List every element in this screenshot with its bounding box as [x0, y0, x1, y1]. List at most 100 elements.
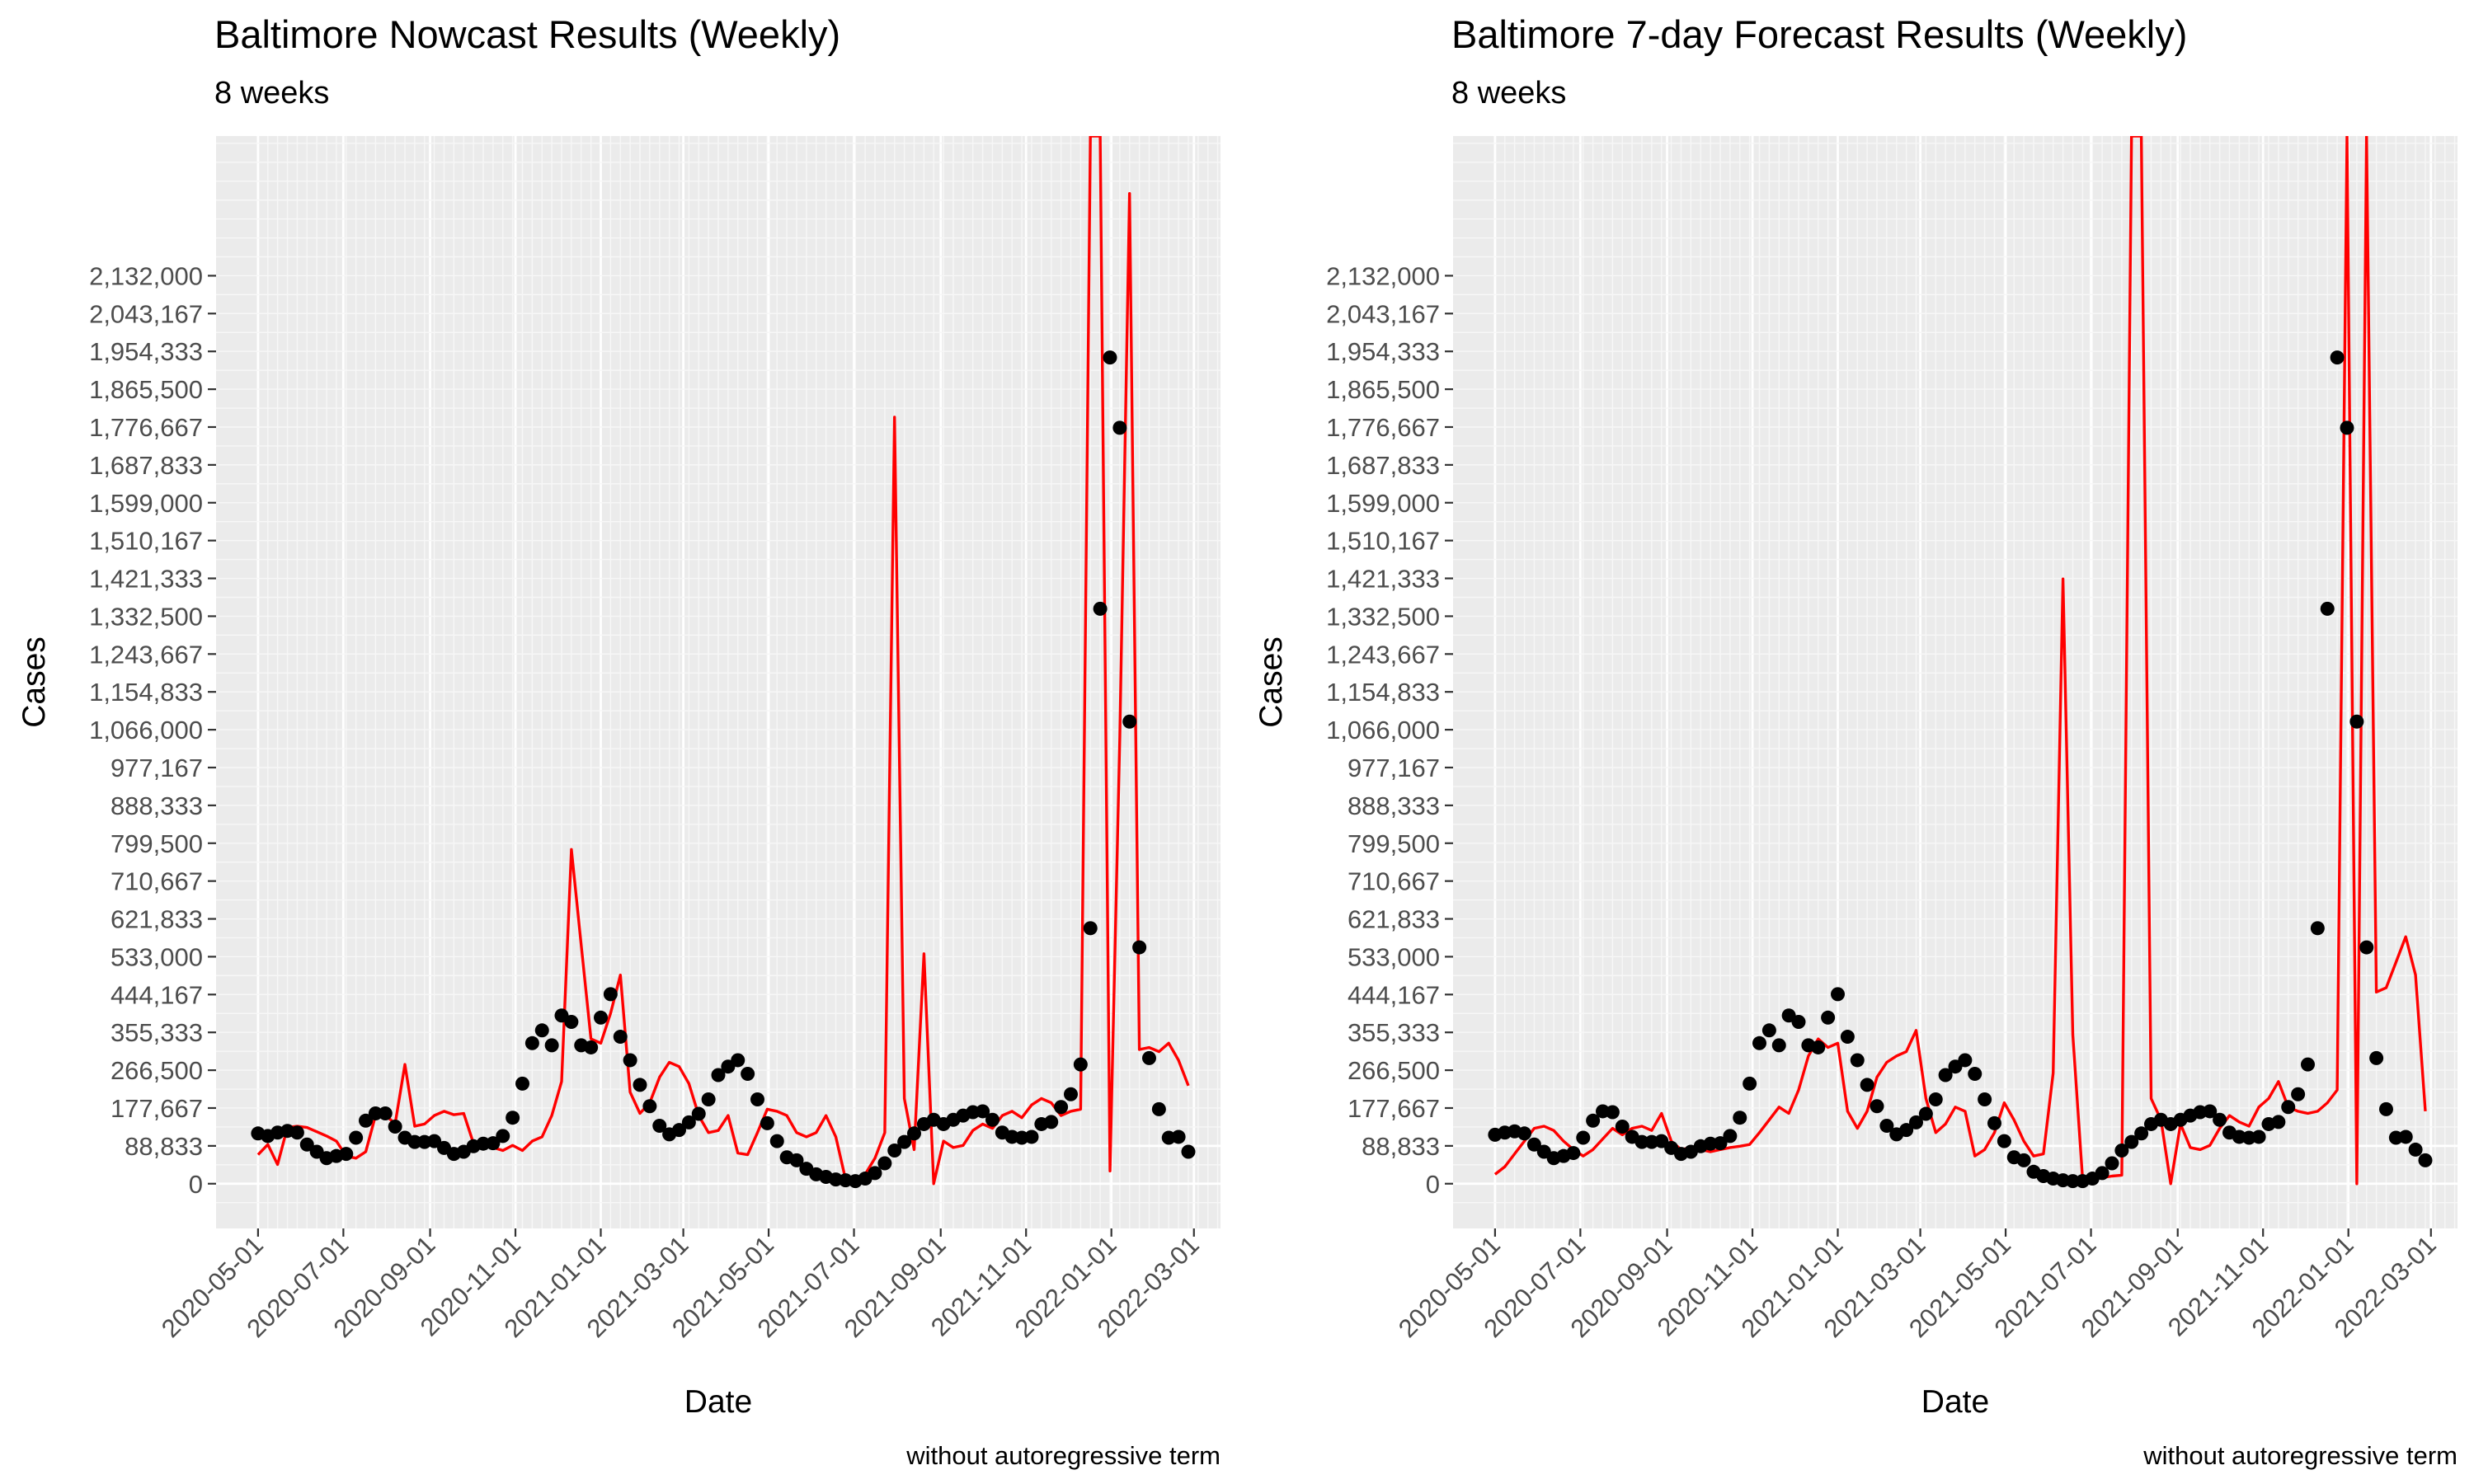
data-point [1870, 1099, 1884, 1114]
data-point [1112, 420, 1127, 435]
y-axis: 0 88,833 177,667 266,500 355,333 444,167 533,0… [89, 261, 216, 1199]
data-point [1044, 1115, 1059, 1129]
data-point [506, 1111, 520, 1125]
y-tick-label: 2,132,000 [89, 261, 203, 290]
y-tick-label: 1,066,000 [89, 716, 203, 744]
y-tick-label: 444,167 [1348, 980, 1440, 1009]
y-tick-label: 1,066,000 [1326, 716, 1440, 744]
data-point [691, 1106, 706, 1121]
data-point [1840, 1030, 1855, 1045]
data-point [2124, 1134, 2139, 1149]
y-tick-label: 1,510,167 [1326, 527, 1440, 556]
data-point [2320, 601, 2335, 616]
data-point [976, 1104, 990, 1119]
data-point [534, 1023, 549, 1038]
data-point [378, 1106, 393, 1121]
y-tick-label: 1,243,667 [1326, 640, 1440, 669]
y-tick-label: 1,154,833 [89, 678, 203, 707]
forecast-panel: 0 88,833 177,667 266,500 355,333 444,167 533,0… [1237, 0, 2474, 1484]
data-point [299, 1137, 314, 1152]
data-point [642, 1099, 657, 1114]
data-point [2114, 1143, 2129, 1158]
y-tick-label: 977,167 [1348, 754, 1440, 782]
data-point [887, 1143, 902, 1158]
data-layer [251, 136, 1196, 1189]
data-point [1987, 1115, 2001, 1130]
y-tick-label: 1,332,500 [1326, 602, 1440, 631]
data-point [2251, 1129, 2266, 1144]
data-point [877, 1156, 892, 1171]
data-point [388, 1120, 402, 1134]
data-point [2418, 1153, 2433, 1167]
data-point [1821, 1010, 1836, 1025]
y-tick-label: 533,000 [111, 942, 203, 971]
chart-subtitle: 8 weeks [214, 76, 330, 110]
y-tick-label: 1,865,500 [1326, 375, 1440, 404]
data-point [1958, 1053, 1973, 1068]
y-tick-label: 2,132,000 [1326, 261, 1440, 290]
y-tick-label: 1,332,500 [89, 602, 203, 631]
y-tick-label: 2,043,167 [89, 299, 203, 328]
data-point [1054, 1100, 1069, 1115]
data-point [1723, 1129, 1738, 1144]
y-tick-label: 1,776,667 [89, 413, 203, 442]
y-tick-label: 799,500 [1348, 829, 1440, 858]
data-point [681, 1115, 696, 1129]
data-point [1132, 940, 1147, 955]
y-tick-label: 799,500 [111, 829, 203, 858]
data-point [769, 1134, 784, 1148]
data-point [1517, 1126, 1532, 1141]
y-tick-label: 1,243,667 [89, 640, 203, 669]
x-axis-title: Date [684, 1384, 752, 1420]
data-point [289, 1125, 304, 1140]
data-point [564, 1014, 579, 1029]
y-tick-label: 177,667 [1348, 1094, 1440, 1123]
data-point [985, 1112, 999, 1127]
nowcast-chart: 0 88,833 177,667 266,500 355,333 444,167 533,0… [16, 136, 1221, 1470]
y-tick-label: 444,167 [111, 980, 203, 1009]
data-point [1771, 1038, 1786, 1053]
data-point [524, 1036, 539, 1050]
y-axis-title: Cases [1253, 636, 1289, 728]
y-tick-label: 266,500 [1348, 1056, 1440, 1085]
chart-title: Baltimore Nowcast Results (Weekly) [214, 12, 841, 56]
data-point [623, 1053, 637, 1068]
y-tick-label: 1,421,333 [89, 565, 203, 594]
data-point [515, 1076, 530, 1091]
y-tick-label: 1,421,333 [1326, 565, 1440, 594]
data-point [1978, 1092, 1992, 1106]
y-tick-label: 1,599,000 [89, 489, 203, 518]
data-point [2398, 1129, 2413, 1144]
data-point [2349, 714, 2364, 729]
data-point [1605, 1105, 1620, 1120]
y-tick-label: 977,167 [111, 754, 203, 782]
data-point [584, 1040, 599, 1054]
chart-subtitle: 8 weeks [1451, 76, 1567, 110]
chart-caption: without autoregressive term [905, 1441, 1221, 1470]
data-point [1918, 1106, 1933, 1121]
data-point [1566, 1146, 1581, 1161]
data-point [1938, 1068, 1953, 1082]
data-point [1586, 1113, 1601, 1128]
data-point [1743, 1076, 1757, 1091]
y-tick-label: 1,776,667 [1326, 413, 1440, 442]
y-tick-label: 0 [189, 1170, 203, 1199]
data-point [741, 1066, 755, 1081]
data-point [359, 1113, 374, 1128]
y-tick-label: 888,333 [111, 791, 203, 820]
data-point [2310, 921, 2325, 936]
data-point [1860, 1078, 1874, 1092]
y-tick-label: 1,865,500 [89, 375, 203, 404]
data-point [633, 1078, 647, 1092]
data-point [544, 1038, 559, 1053]
data-point [2213, 1112, 2227, 1127]
y-tick-label: 621,833 [111, 905, 203, 934]
y-tick-label: 177,667 [111, 1094, 203, 1123]
y-tick-label: 2,043,167 [1326, 299, 1440, 328]
y-tick-label: 1,954,333 [1326, 337, 1440, 366]
x-axis: 2020-05-012020-07-012020-09-012020-11-01… [1393, 1228, 2442, 1343]
data-point [2134, 1126, 2149, 1141]
y-axis: 0 88,833 177,667 266,500 355,333 444,167 533,0… [1326, 261, 1453, 1199]
y-tick-label: 1,954,333 [89, 337, 203, 366]
data-point [789, 1153, 804, 1167]
